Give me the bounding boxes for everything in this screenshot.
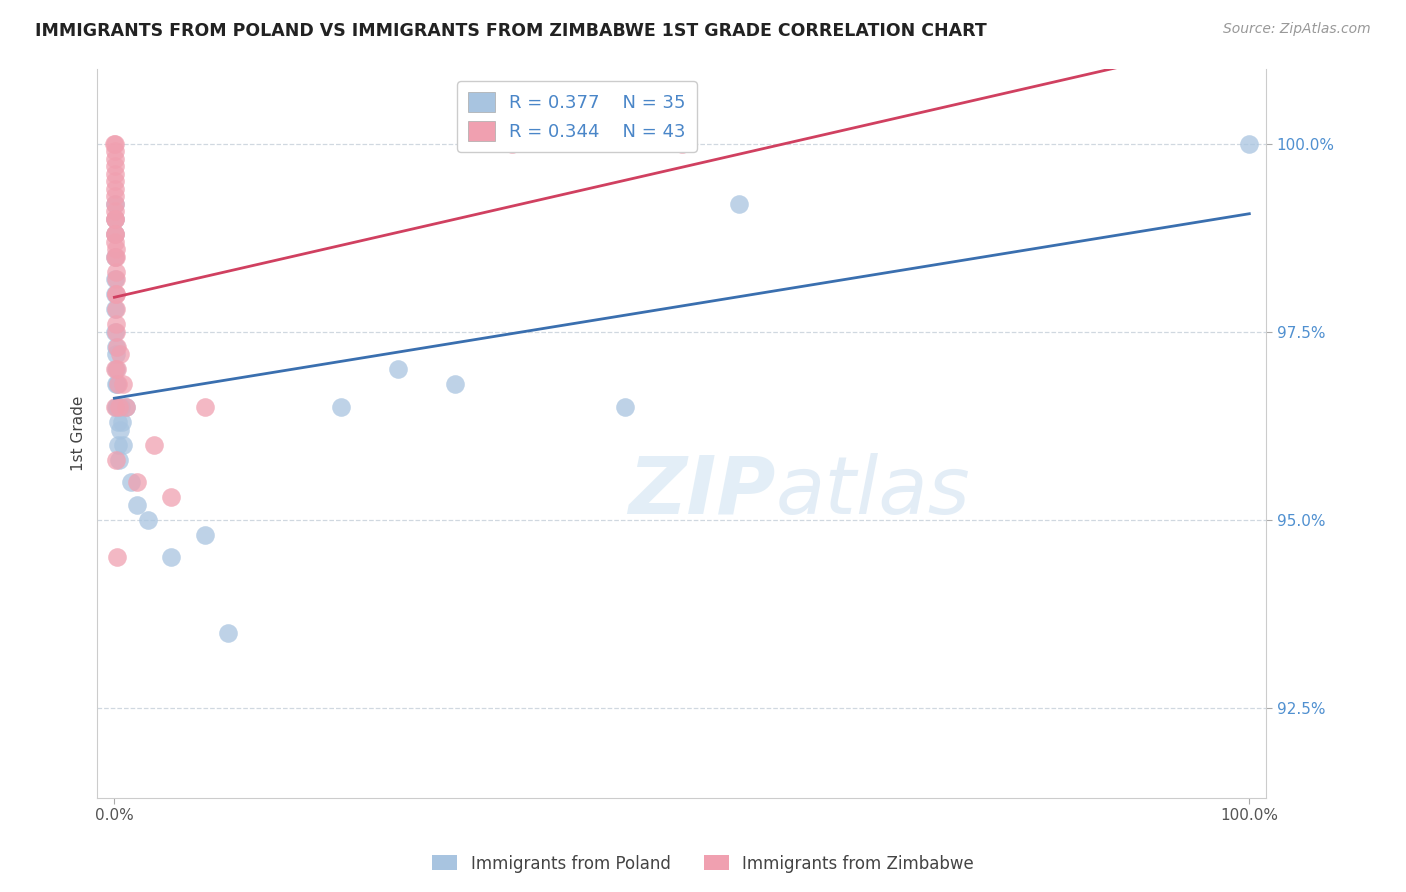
- Point: [125, 498, 148, 512]
- Point: [105, 400, 128, 414]
- Point: [107, 415, 129, 429]
- Point: [143, 437, 166, 451]
- Text: IMMIGRANTS FROM POLAND VS IMMIGRANTS FROM ZIMBABWE 1ST GRADE CORRELATION CHART: IMMIGRANTS FROM POLAND VS IMMIGRANTS FRO…: [35, 22, 987, 40]
- Point: [107, 377, 129, 392]
- Point: [104, 347, 127, 361]
- Point: [105, 550, 128, 565]
- Point: [104, 400, 127, 414]
- Point: [104, 302, 127, 317]
- Point: [160, 490, 183, 504]
- Point: [110, 400, 132, 414]
- Point: [104, 211, 127, 226]
- Point: [104, 362, 127, 376]
- Point: [114, 400, 136, 414]
- Point: [330, 400, 353, 414]
- Point: [104, 287, 127, 301]
- Legend: Immigrants from Poland, Immigrants from Zimbabwe: Immigrants from Poland, Immigrants from …: [426, 848, 980, 880]
- Point: [104, 227, 127, 241]
- Point: [105, 340, 128, 354]
- Point: [104, 167, 127, 181]
- Point: [105, 362, 128, 376]
- Point: [112, 437, 135, 451]
- Point: [104, 264, 127, 278]
- Point: [104, 227, 127, 241]
- Point: [104, 174, 127, 188]
- Point: [104, 152, 127, 166]
- Point: [108, 347, 131, 361]
- Point: [104, 182, 127, 196]
- Point: [104, 362, 127, 376]
- Point: [501, 136, 523, 151]
- Text: atlas: atlas: [775, 452, 970, 531]
- Point: [108, 400, 131, 414]
- Point: [114, 400, 136, 414]
- Point: [105, 377, 128, 392]
- Point: [104, 287, 127, 301]
- Point: [1239, 136, 1261, 151]
- Point: [104, 159, 127, 173]
- Point: [108, 423, 131, 437]
- Point: [105, 400, 128, 414]
- Point: [104, 250, 127, 264]
- Point: [104, 204, 127, 219]
- Point: [194, 400, 217, 414]
- Point: [107, 437, 129, 451]
- Point: [103, 136, 125, 151]
- Legend: R = 0.377    N = 35, R = 0.344    N = 43: R = 0.377 N = 35, R = 0.344 N = 43: [457, 81, 697, 152]
- Point: [104, 325, 127, 339]
- Point: [104, 136, 127, 151]
- Point: [727, 197, 749, 211]
- Point: [138, 513, 160, 527]
- Point: [105, 287, 128, 301]
- Point: [120, 475, 142, 490]
- Point: [104, 197, 127, 211]
- Point: [105, 317, 128, 331]
- Point: [104, 250, 127, 264]
- Point: [108, 452, 131, 467]
- Point: [104, 272, 127, 286]
- Point: [104, 197, 127, 211]
- Point: [105, 325, 128, 339]
- Point: [160, 550, 183, 565]
- Point: [104, 242, 127, 256]
- Point: [387, 362, 409, 376]
- Text: ZIP: ZIP: [628, 452, 775, 531]
- Point: [217, 625, 239, 640]
- Point: [104, 235, 127, 249]
- Point: [125, 475, 148, 490]
- Point: [104, 452, 127, 467]
- Point: [111, 415, 134, 429]
- Point: [104, 340, 127, 354]
- Point: [104, 227, 127, 241]
- Point: [671, 136, 693, 151]
- Y-axis label: 1st Grade: 1st Grade: [72, 396, 86, 471]
- Point: [104, 189, 127, 203]
- Point: [104, 302, 127, 317]
- Text: Source: ZipAtlas.com: Source: ZipAtlas.com: [1223, 22, 1371, 37]
- Point: [105, 377, 128, 392]
- Point: [614, 400, 637, 414]
- Point: [104, 211, 127, 226]
- Point: [104, 145, 127, 159]
- Point: [104, 211, 127, 226]
- Point: [444, 377, 467, 392]
- Point: [194, 528, 217, 542]
- Point: [104, 272, 127, 286]
- Point: [104, 250, 127, 264]
- Point: [112, 377, 135, 392]
